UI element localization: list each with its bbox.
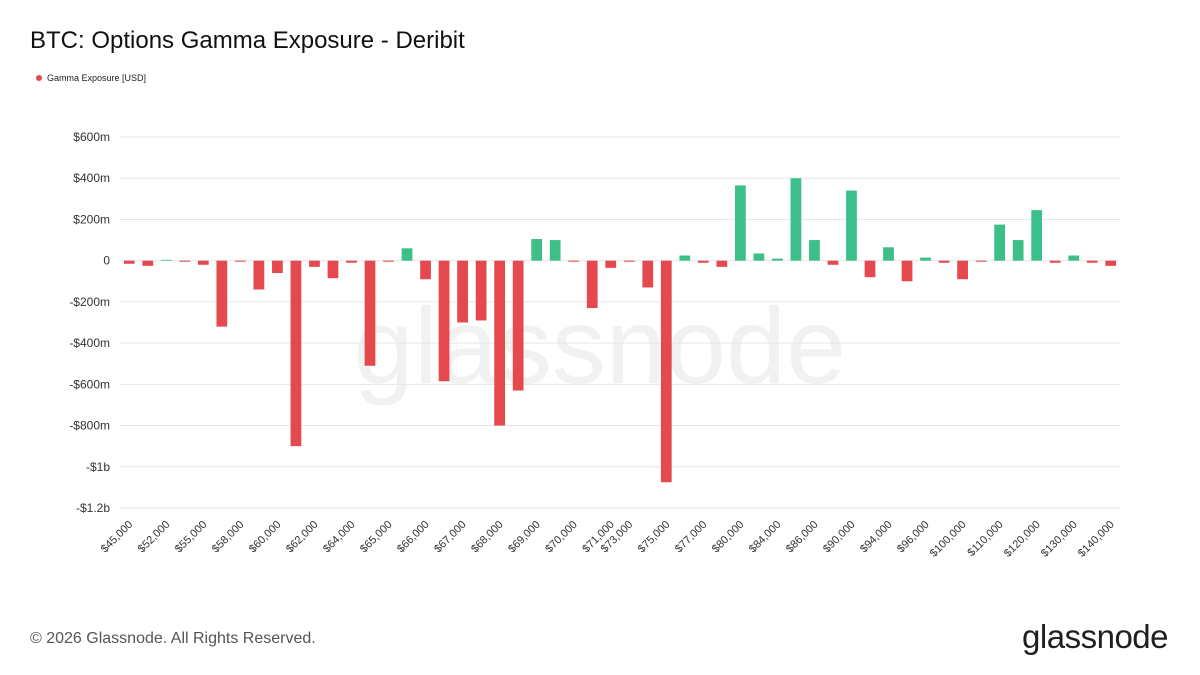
x-tick-label: $45,000 (99, 519, 136, 556)
x-tick-label: $66,000 (395, 519, 432, 556)
x-tick-label: $68,000 (469, 519, 506, 556)
bar (864, 260, 876, 278)
y-tick-label: -$800m (69, 419, 110, 433)
bar (327, 260, 339, 279)
x-tick-label: $80,000 (710, 519, 747, 556)
bar (179, 260, 191, 262)
y-tick-label: $400m (73, 171, 110, 185)
x-tick-label: $84,000 (747, 519, 784, 556)
bar (938, 260, 950, 263)
bar (975, 260, 987, 262)
y-tick-label: -$1.2b (76, 501, 110, 515)
bar (846, 190, 857, 261)
y-tick-label: $200m (73, 212, 110, 226)
y-tick-label: 0 (103, 254, 110, 268)
bar (660, 260, 672, 483)
bar (235, 260, 246, 262)
bar (438, 260, 450, 382)
bar (494, 260, 505, 426)
x-tick-label: $65,000 (358, 519, 395, 556)
bar (457, 260, 468, 323)
bar (531, 239, 543, 261)
y-tick-label: -$400m (69, 336, 110, 350)
bar (1086, 260, 1098, 263)
x-tick-label: $75,000 (636, 519, 673, 556)
y-tick-label: -$1b (86, 460, 110, 474)
y-tick-label: -$600m (69, 377, 110, 391)
copyright-footer: © 2026 Glassnode. All Rights Reserved. (30, 630, 316, 647)
bar (772, 258, 783, 261)
x-tick-label: $110,000 (965, 519, 1005, 559)
y-tick-label: $600m (73, 130, 110, 144)
x-tick-label: $77,000 (673, 519, 710, 556)
bar (272, 260, 283, 274)
bar (549, 240, 561, 261)
bar (160, 259, 172, 261)
bar (401, 248, 413, 261)
bar (475, 260, 487, 321)
x-tick-label: $58,000 (210, 519, 247, 556)
legend-dot-icon (36, 75, 42, 81)
legend[interactable]: Gamma Exposure [USD] (36, 73, 146, 83)
bar (1049, 260, 1061, 263)
bar (123, 260, 135, 264)
bar (957, 260, 968, 280)
x-tick-label: $140,000 (1076, 519, 1117, 560)
bar (142, 260, 154, 266)
bar (216, 260, 228, 327)
x-tick-label: $67,000 (432, 519, 469, 556)
bar (420, 260, 431, 280)
bar (605, 260, 617, 268)
bar (716, 260, 728, 267)
x-tick-label: $90,000 (821, 519, 858, 556)
x-tick-label: $64,000 (321, 519, 358, 556)
bar (920, 257, 931, 261)
bar (1012, 240, 1024, 261)
x-tick-label: $62,000 (284, 519, 321, 556)
bar (790, 178, 802, 261)
glassnode-logo: glassnode (1022, 618, 1168, 655)
x-tick-label: $69,000 (506, 519, 543, 556)
bar (809, 240, 820, 261)
bar (253, 260, 265, 290)
bar (883, 247, 894, 261)
bar (383, 260, 394, 262)
x-tick-label: $55,000 (173, 519, 210, 556)
x-tick-label: $120,000 (1002, 519, 1043, 560)
bar (901, 260, 913, 282)
x-tick-label: $130,000 (1039, 519, 1080, 560)
x-tick-label: $100,000 (928, 519, 969, 560)
watermark: glassnode (354, 285, 846, 406)
chart-title: BTC: Options Gamma Exposure - Deribit (30, 27, 465, 54)
bar (586, 260, 598, 309)
bar (994, 224, 1005, 261)
bar (290, 260, 302, 447)
bar (309, 260, 320, 267)
legend-label: Gamma Exposure [USD] (47, 73, 147, 83)
y-tick-label: -$200m (69, 295, 110, 309)
bar (827, 260, 839, 265)
bar (735, 185, 746, 261)
x-tick-label: $96,000 (895, 519, 932, 556)
bar (1031, 210, 1043, 261)
bar (1105, 260, 1117, 266)
x-tick-label: $94,000 (858, 519, 895, 556)
x-tick-label: $60,000 (247, 519, 284, 556)
x-tick-label: $86,000 (784, 519, 821, 556)
bar (568, 260, 580, 262)
bar (512, 260, 524, 391)
bar (697, 260, 709, 263)
bar (346, 260, 357, 263)
bar (364, 260, 376, 366)
bar (753, 253, 765, 261)
bar (197, 260, 209, 265)
bar (1068, 255, 1080, 261)
x-tick-label: $52,000 (136, 519, 173, 556)
x-tick-label: $70,000 (543, 519, 580, 556)
bar (679, 255, 691, 261)
bar (642, 260, 654, 288)
bar (623, 260, 635, 262)
